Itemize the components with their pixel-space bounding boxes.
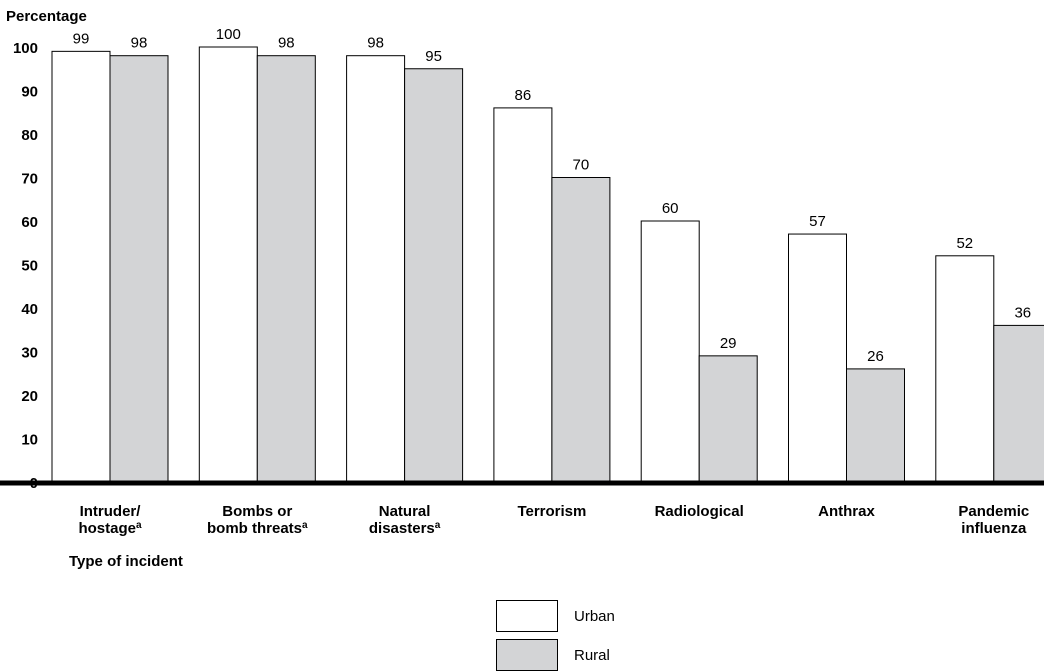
x-axis-title: Type of incident xyxy=(69,553,183,570)
x-tick-label-line: Bombs or xyxy=(222,503,292,520)
y-tick-label: 70 xyxy=(21,171,38,188)
bar-urban xyxy=(935,255,995,483)
legend-swatch-rural xyxy=(496,639,558,671)
y-tick-label: 80 xyxy=(21,127,38,144)
x-tick-label-line: Anthrax xyxy=(818,503,875,520)
x-tick-label-line: Natural xyxy=(379,503,431,520)
x-tick-label: Intruder/hostagea xyxy=(78,503,142,537)
legend-label-rural: Rural xyxy=(574,647,610,664)
footnote-marker: a xyxy=(136,520,142,531)
data-label-rural: 98 xyxy=(278,35,295,52)
data-label-urban: 98 xyxy=(367,35,384,52)
footnote-marker: a xyxy=(435,520,441,531)
bar-urban xyxy=(51,50,111,483)
x-tick-label-line: hostage xyxy=(78,520,136,537)
data-label-urban: 100 xyxy=(216,26,241,43)
bar-rural xyxy=(993,324,1044,483)
x-tick-label-line: Intruder/ xyxy=(80,503,142,520)
bar-rural xyxy=(404,68,464,483)
footnote-marker: a xyxy=(302,520,308,531)
bar-rural xyxy=(551,177,611,483)
x-tick-label: Pandemic influenza xyxy=(958,503,1029,537)
x-tick-label: Radiological xyxy=(655,503,744,520)
x-tick-label-line: bomb threats xyxy=(207,520,302,537)
x-tick-label-line: Radiological xyxy=(655,503,744,520)
data-label-urban: 99 xyxy=(73,30,90,47)
y-tick-label: 40 xyxy=(21,301,38,318)
bar-urban xyxy=(493,107,553,483)
y-tick-label: 20 xyxy=(21,388,38,405)
x-tick-label: Anthrax xyxy=(818,503,875,520)
data-label-rural: 26 xyxy=(867,348,884,365)
bar-urban xyxy=(640,220,700,483)
y-tick-label: 30 xyxy=(21,345,38,362)
y-tick-label: 50 xyxy=(21,258,38,275)
x-tick-label: Terrorism xyxy=(517,503,586,520)
legend: Urban Rural xyxy=(496,600,656,671)
bar-rural xyxy=(846,368,905,483)
data-label-rural: 36 xyxy=(1014,304,1031,321)
legend-item-urban: Urban xyxy=(496,600,676,636)
data-label-rural: 29 xyxy=(720,335,737,352)
y-axis-title: Percentage xyxy=(6,8,87,25)
bar-urban xyxy=(198,46,258,483)
y-tick-label: 90 xyxy=(21,84,38,101)
x-tick-label-line: Terrorism xyxy=(517,503,586,520)
data-label-urban: 86 xyxy=(515,87,532,104)
bar-rural xyxy=(698,355,758,483)
data-label-urban: 60 xyxy=(662,200,679,217)
data-label-rural: 98 xyxy=(131,35,148,52)
x-tick-label-line: influenza xyxy=(961,520,1027,537)
legend-swatch-urban xyxy=(496,600,558,632)
bar-urban xyxy=(346,55,406,483)
data-label-urban: 52 xyxy=(956,235,973,252)
y-tick-label: 60 xyxy=(21,214,38,231)
x-tick-label: Natural disastersa xyxy=(369,503,441,537)
data-label-rural: 70 xyxy=(573,157,590,174)
bar-rural xyxy=(256,55,316,483)
y-tick-label: 10 xyxy=(21,432,38,449)
data-label-urban: 57 xyxy=(809,213,826,230)
x-tick-label-line: disasters xyxy=(369,520,435,537)
legend-item-rural: Rural xyxy=(496,639,676,671)
bar-rural xyxy=(109,55,169,483)
data-label-rural: 95 xyxy=(425,48,442,65)
bar-urban xyxy=(788,233,847,483)
legend-label-urban: Urban xyxy=(574,608,615,625)
x-tick-label: Bombs or bomb threatsa xyxy=(207,503,308,537)
y-tick-label: 100 xyxy=(13,40,38,57)
x-tick-label-line: Pandemic xyxy=(958,503,1029,520)
